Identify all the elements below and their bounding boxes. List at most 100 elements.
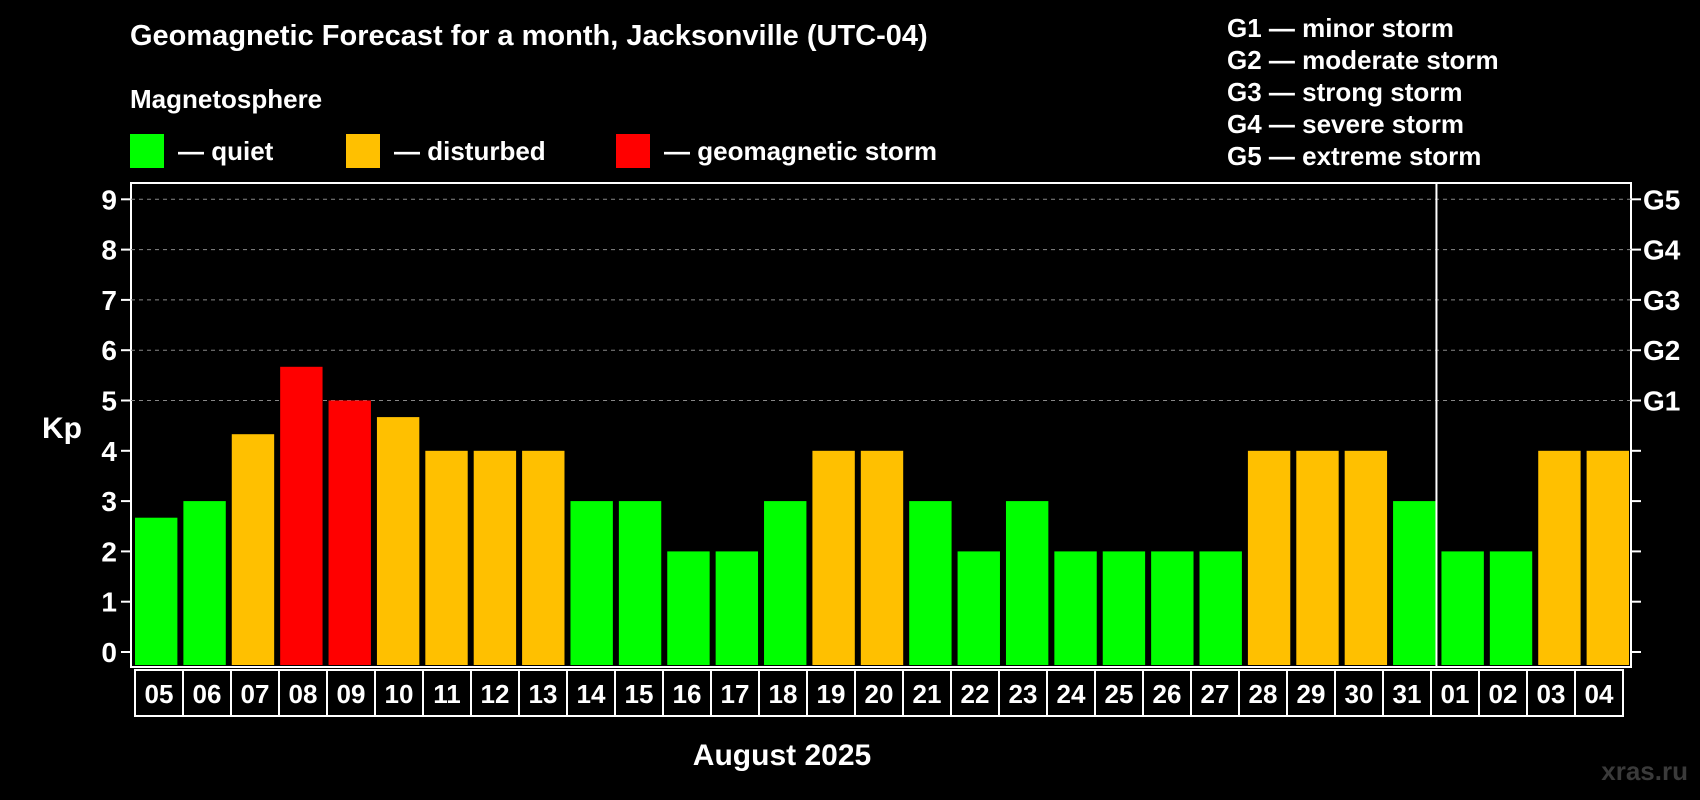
x-tick-label: 11 [433, 679, 461, 709]
x-tick-label: 31 [1393, 679, 1422, 709]
g-scale-item: G5 — extreme storm [1227, 141, 1482, 171]
x-tick-label: 29 [1297, 679, 1326, 709]
y-tick-label: 7 [101, 285, 117, 316]
g-scale-item: G1 — minor storm [1227, 13, 1454, 43]
kp-bar [1538, 450, 1581, 665]
y-axis-label: Kp [42, 412, 82, 445]
legend-disturbed: — disturbed [346, 134, 546, 168]
x-tick-label: 21 [913, 679, 942, 709]
kp-bar [957, 551, 1000, 665]
x-tick-label: 03 [1537, 679, 1566, 709]
kp-bar [715, 551, 759, 665]
chart-title: Geomagnetic Forecast for a month, Jackso… [130, 20, 928, 52]
x-tick-label: 08 [289, 679, 318, 709]
x-tick-label: 25 [1105, 679, 1134, 709]
kp-bar [1296, 450, 1339, 665]
kp-bar [1344, 450, 1388, 665]
legend-storm-label: — geomagnetic storm [664, 135, 938, 166]
x-tick-label: 01 [1441, 679, 1470, 709]
x-tick-label: 16 [673, 679, 702, 709]
legend-storm-swatch [616, 134, 650, 168]
legend-quiet: — quiet [130, 134, 273, 168]
kp-bar [522, 450, 565, 665]
y-tick-label: 3 [101, 486, 117, 517]
kp-bar [183, 501, 226, 665]
watermark: xras.ru [1601, 756, 1688, 786]
g-scale-item: G4 — severe storm [1227, 109, 1465, 139]
kp-bar [280, 366, 323, 665]
y-tick-label: 4 [101, 436, 117, 467]
x-tick-label: 12 [481, 679, 510, 709]
x-tick-label: 05 [145, 679, 174, 709]
kp-bar [570, 501, 613, 665]
kp-bar [376, 417, 420, 665]
y-tick-label: 5 [101, 386, 117, 417]
y-tick-label: 2 [101, 536, 117, 567]
x-tick-label: 28 [1249, 679, 1278, 709]
kp-bar [618, 501, 662, 665]
kp-bar [1441, 551, 1484, 665]
kp-bar [135, 517, 178, 665]
legend-quiet-label: — quiet [178, 135, 274, 166]
kp-bar [425, 450, 468, 665]
kp-bar [812, 450, 855, 665]
x-tick-label: 15 [625, 679, 654, 709]
g-scale-legend: G1 — minor storm G2 — moderate storm G3 … [1227, 12, 1499, 172]
x-tick-label: 27 [1201, 679, 1230, 709]
kp-bar [1005, 501, 1049, 665]
x-tick-label: 09 [337, 679, 366, 709]
kp-bar [1489, 551, 1533, 665]
x-tick-label: 20 [865, 679, 894, 709]
kp-bar [1054, 551, 1097, 665]
legend-disturbed-label: — disturbed [394, 135, 546, 166]
kp-bar [1586, 450, 1629, 665]
kp-bar [909, 501, 952, 665]
g-axis-label: G2 [1643, 335, 1680, 366]
x-tick-label: 07 [241, 679, 270, 709]
x-tick-label: 22 [961, 679, 990, 709]
kp-bar [860, 450, 904, 665]
g-scale-item: G3 — strong storm [1227, 77, 1463, 107]
kp-bar [1151, 551, 1194, 665]
kp-bar [667, 551, 710, 665]
g-axis-label: G3 [1643, 285, 1680, 316]
g-axis-label: G4 [1643, 235, 1681, 266]
g-scale-item: G2 — moderate storm [1227, 45, 1499, 75]
g-axis-label: G5 [1643, 184, 1680, 215]
legend-disturbed-swatch [346, 134, 380, 168]
kp-bar [764, 501, 807, 665]
y-tick-label: 8 [101, 235, 117, 266]
x-axis-label: August 2025 [693, 739, 871, 772]
legend-storm: — geomagnetic storm [616, 134, 937, 168]
legend-quiet-swatch [130, 134, 164, 168]
kp-bar [1102, 551, 1146, 665]
x-tick-label: 17 [721, 679, 750, 709]
y-tick-label: 6 [101, 335, 117, 366]
kp-bar [1199, 551, 1242, 665]
x-tick-label: 26 [1153, 679, 1182, 709]
kp-bar [328, 400, 371, 665]
x-tick-box [1574, 669, 1624, 717]
x-tick-label: 04 [1585, 679, 1614, 709]
x-tick-label: 14 [577, 679, 606, 709]
y-tick-label: 0 [101, 637, 117, 668]
x-tick-label: 23 [1009, 679, 1038, 709]
kp-bar [231, 434, 275, 665]
x-tick-label: 18 [769, 679, 798, 709]
x-tick-label: 13 [529, 679, 558, 709]
x-tick-label: 19 [817, 679, 846, 709]
y-tick-label: 9 [101, 184, 117, 215]
kp-bar [1393, 501, 1436, 665]
g-axis-label: G1 [1643, 386, 1680, 417]
kp-bar [1247, 450, 1291, 665]
x-tick-label: 02 [1489, 679, 1518, 709]
x-tick-label: 10 [385, 679, 414, 709]
kp-bar [473, 450, 517, 665]
plot-frame [130, 182, 1632, 668]
x-tick-label: 24 [1057, 679, 1086, 709]
x-tick-label: 30 [1345, 679, 1374, 709]
x-tick-label: 06 [193, 679, 222, 709]
magnetosphere-label: Magnetosphere [130, 84, 323, 114]
y-tick-label: 1 [101, 587, 117, 618]
